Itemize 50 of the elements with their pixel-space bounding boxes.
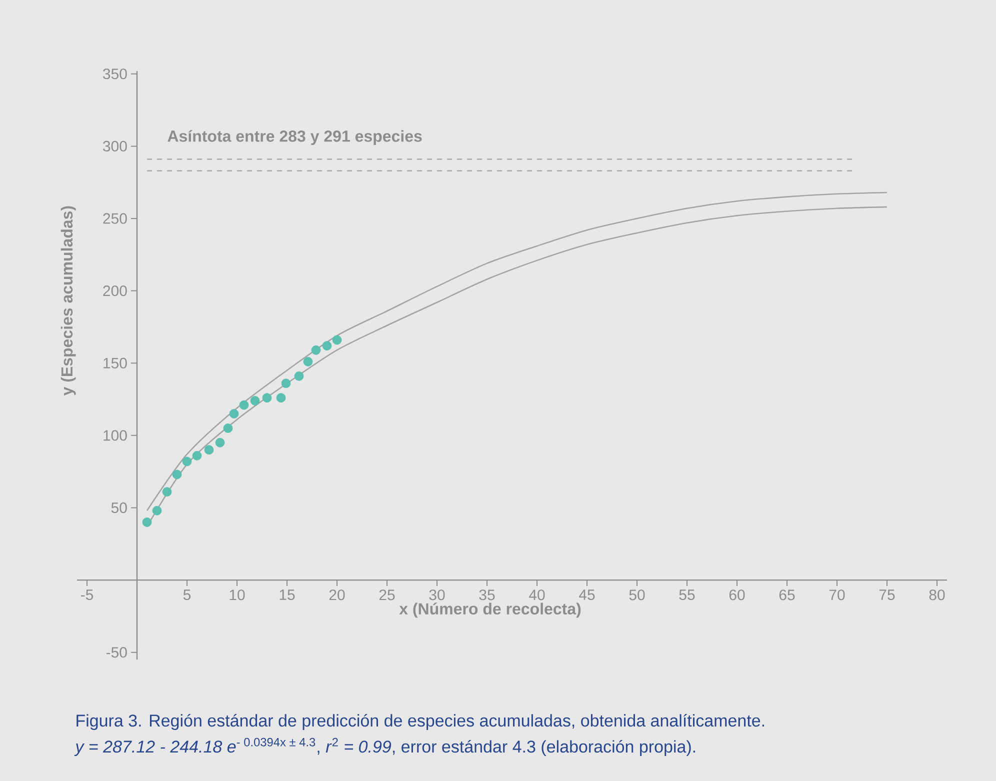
x-tick-label: 80: [929, 590, 945, 600]
point: [152, 506, 162, 516]
x-tick-label: 35: [479, 590, 495, 600]
point: [215, 438, 225, 448]
x-tick-label: 10: [230, 590, 245, 600]
point: [322, 341, 332, 350]
x-tick-label: 5: [183, 590, 191, 600]
x-tick-label: 50: [629, 590, 645, 600]
point: [142, 518, 152, 527]
y-tick-label: 250: [103, 213, 127, 224]
y-tick-label: 350: [103, 68, 127, 80]
y-tick-label: 100: [104, 430, 127, 441]
x-axis-title: x (Número de recolecta): [399, 602, 581, 618]
x-tick-label: 55: [679, 590, 695, 600]
point: [229, 409, 239, 418]
point: [204, 445, 214, 455]
y-tick-label: 200: [103, 285, 127, 296]
point: [281, 378, 291, 388]
point: [223, 423, 233, 433]
x-tick-label: 20: [329, 590, 345, 600]
point: [262, 393, 272, 403]
point: [192, 450, 202, 460]
point: [294, 371, 304, 381]
point: [311, 345, 321, 355]
x-tick-label: 65: [779, 590, 795, 600]
y-tick-label: 50: [111, 502, 127, 514]
ref-line-label: Asíntota entre 283 y 291 especies: [168, 130, 422, 146]
y-tick-label: 300: [103, 140, 127, 152]
point: [172, 470, 182, 480]
x-tick-label: 30: [429, 590, 445, 600]
point: [332, 335, 342, 345]
text: Figura 3. Región estándar de predicción de especies acumuladas, obtenida analíticamente.: [76, 714, 764, 730]
x-tick-label: -5: [80, 590, 94, 600]
x-tick-label: 75: [879, 590, 895, 600]
y-tick-label: 150: [104, 358, 127, 368]
text: y = 287.12 - 244.18 e$^{- 0.0394x ± 4.3}$, r$^{2}$ = 0.99, error estándar 4.3 (elaboración propia).: [74, 738, 696, 756]
point: [239, 400, 249, 410]
point: [182, 456, 192, 466]
x-tick-label: 15: [280, 590, 295, 600]
y-tick-label: -50: [106, 647, 127, 658]
x-tick-label: 70: [829, 590, 845, 600]
point: [162, 487, 172, 497]
x-tick-label: 60: [729, 590, 745, 600]
point: [276, 393, 286, 403]
x-tick-label: 40: [529, 590, 545, 600]
y-axis-title: y (Especies acumuladas): [60, 206, 76, 396]
point: [303, 356, 313, 366]
point: [250, 396, 260, 406]
x-tick-label: 25: [379, 590, 395, 600]
x-tick-label: 45: [579, 590, 595, 600]
